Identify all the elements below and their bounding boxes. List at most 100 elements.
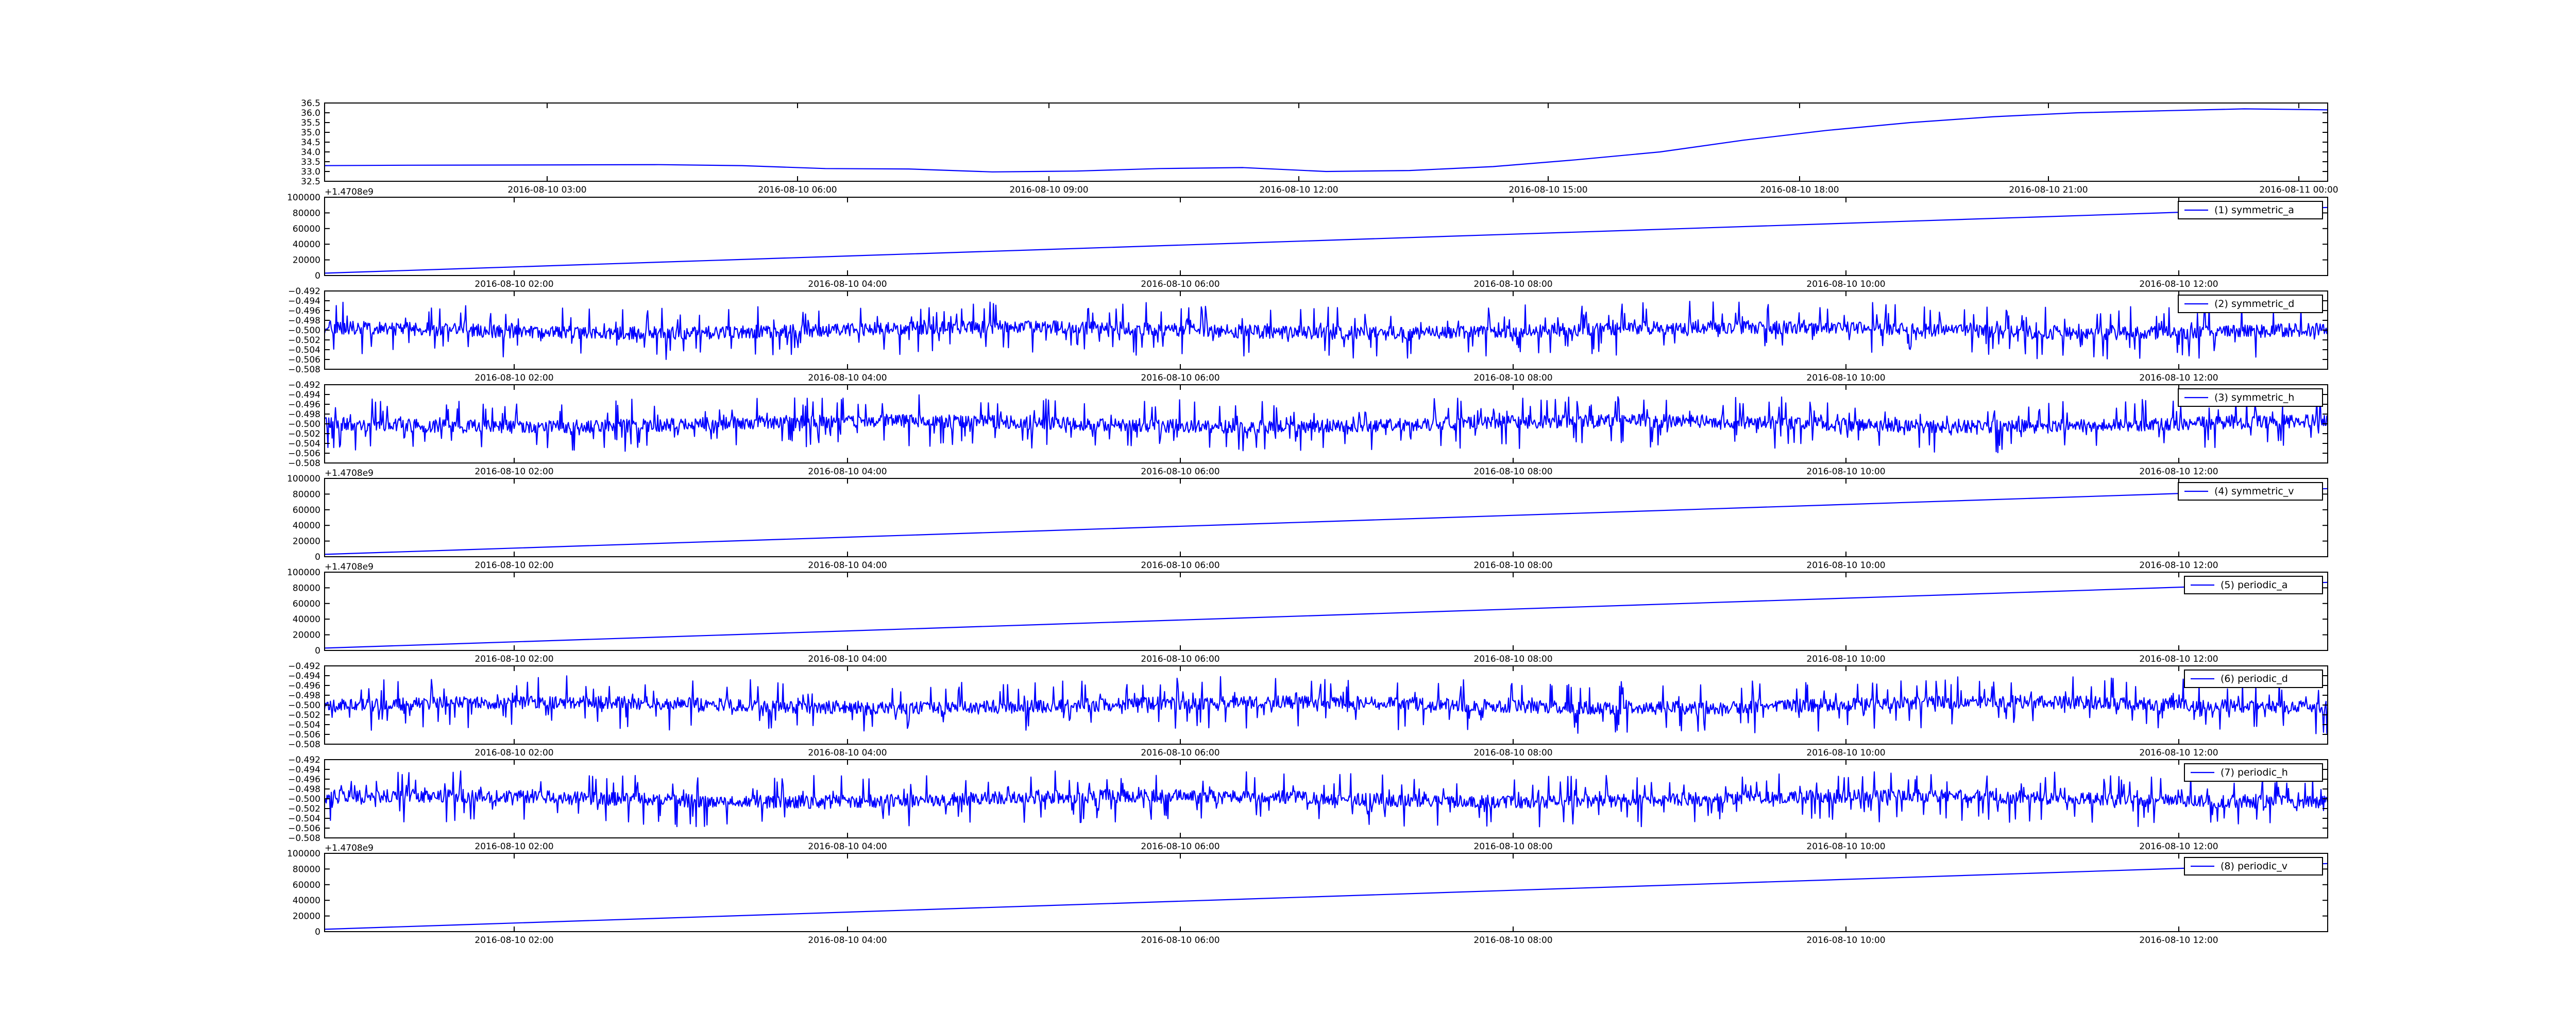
series-line-0 bbox=[324, 108, 2328, 173]
y-tick-label: −0.498 bbox=[288, 784, 320, 795]
x-tick-label: 2016-08-10 06:00 bbox=[1141, 560, 1219, 571]
y-tick-label: 35.0 bbox=[301, 128, 320, 138]
x-tick-label: 2016-08-10 15:00 bbox=[1509, 185, 1587, 195]
y-tick-label: −0.508 bbox=[288, 458, 320, 469]
y-tick-label: −0.504 bbox=[288, 814, 320, 824]
y-tick-label: −0.500 bbox=[288, 700, 320, 711]
y-tick-label: 34.0 bbox=[301, 147, 320, 158]
subplot-2: −0.508−0.506−0.504−0.502−0.500−0.498−0.4… bbox=[288, 286, 2329, 383]
x-tick-label: 2016-08-10 12:00 bbox=[2139, 935, 2218, 946]
x-tick-label: 2016-08-10 03:00 bbox=[507, 185, 586, 195]
y-tick-label: −0.498 bbox=[288, 409, 320, 420]
y-tick-label: 33.5 bbox=[301, 157, 320, 167]
y-tick-label: −0.496 bbox=[288, 775, 320, 785]
x-tick-label: 2016-08-10 08:00 bbox=[1473, 467, 1552, 477]
legend-label: (5) periodic_a bbox=[2221, 579, 2287, 591]
y-tick-label: −0.500 bbox=[288, 419, 320, 430]
x-tick-label: 2016-08-10 06:00 bbox=[1141, 654, 1219, 664]
y-tick-label: 20000 bbox=[293, 255, 320, 266]
y-tick-label: −0.504 bbox=[288, 439, 320, 449]
y-tick-label: 33.0 bbox=[301, 167, 320, 177]
y-tick-label: −0.496 bbox=[288, 400, 320, 410]
y-tick-label: −0.504 bbox=[288, 345, 320, 355]
x-tick-label: 2016-08-10 08:00 bbox=[1473, 279, 1552, 289]
x-tick-label: 2016-08-10 10:00 bbox=[1806, 842, 1885, 852]
y-tick-label: −0.500 bbox=[288, 325, 320, 336]
x-tick-label: 2016-08-10 04:00 bbox=[808, 373, 887, 383]
x-tick-label: 2016-08-10 10:00 bbox=[1806, 279, 1885, 289]
x-tick-label: 2016-08-10 10:00 bbox=[1806, 373, 1885, 383]
x-tick-label: 2016-08-10 12:00 bbox=[2139, 467, 2218, 477]
y-tick-label: 60000 bbox=[293, 505, 320, 516]
legend-label: (1) symmetric_a bbox=[2214, 204, 2294, 216]
y-tick-label: −0.502 bbox=[288, 710, 320, 720]
x-tick-label: 2016-08-10 12:00 bbox=[2139, 748, 2218, 758]
y-tick-label: 80000 bbox=[293, 864, 320, 874]
y-tick-label: −0.496 bbox=[288, 681, 320, 691]
subplot-7: −0.508−0.506−0.504−0.502−0.500−0.498−0.4… bbox=[288, 755, 2329, 852]
y-tick-label: 100000 bbox=[287, 849, 320, 859]
y-tick-label: 80000 bbox=[293, 208, 320, 218]
x-tick-label: 2016-08-10 06:00 bbox=[1141, 467, 1219, 477]
x-tick-label: 2016-08-10 02:00 bbox=[474, 373, 553, 383]
y-tick-label: 40000 bbox=[293, 896, 320, 906]
x-tick-label: 2016-08-10 08:00 bbox=[1473, 373, 1552, 383]
y-tick-label: 0 bbox=[315, 271, 320, 281]
x-tick-label: 2016-08-10 12:00 bbox=[2139, 279, 2218, 289]
subplot-1: 0 20000 40000 60000 80000 100000 2016-08-10 02… bbox=[287, 187, 2328, 289]
y-tick-label: 60000 bbox=[293, 599, 320, 609]
y-tick-label: 36.5 bbox=[301, 98, 320, 109]
x-tick-label: 2016-08-10 10:00 bbox=[1806, 654, 1885, 664]
series-line-8 bbox=[324, 863, 2328, 930]
x-tick-label: 2016-08-10 02:00 bbox=[474, 842, 553, 852]
x-tick-label: 2016-08-10 12:00 bbox=[2139, 842, 2218, 852]
y-tick-label: −0.492 bbox=[288, 380, 320, 390]
x-tick-label: 2016-08-10 02:00 bbox=[474, 935, 553, 946]
legend-label: (2) symmetric_d bbox=[2214, 298, 2294, 310]
x-tick-label: 2016-08-10 04:00 bbox=[808, 935, 887, 946]
axes-frame bbox=[324, 478, 2328, 557]
y-tick-label: −0.504 bbox=[288, 720, 320, 730]
y-tick-label: 20000 bbox=[293, 630, 320, 641]
axes-frame bbox=[324, 572, 2328, 651]
y-tick-label: −0.494 bbox=[288, 765, 320, 775]
x-tick-label: 2016-08-10 10:00 bbox=[1806, 935, 1885, 946]
subplot-5: 0 20000 40000 60000 80000 100000 2016-08-10 02… bbox=[287, 562, 2328, 664]
x-tick-label: 2016-08-11 00:00 bbox=[2259, 185, 2338, 195]
x-tick-label: 2016-08-10 06:00 bbox=[1141, 842, 1219, 852]
y-tick-label: −0.496 bbox=[288, 306, 320, 316]
y-tick-label: 34.5 bbox=[301, 138, 320, 148]
legend-label: (8) periodic_v bbox=[2221, 861, 2287, 872]
x-tick-label: 2016-08-10 08:00 bbox=[1473, 654, 1552, 664]
subplot-4: 0 20000 40000 60000 80000 100000 2016-08-10 02… bbox=[287, 468, 2328, 571]
series-line-2 bbox=[324, 301, 2329, 360]
series-line-5 bbox=[324, 581, 2328, 649]
legend: (2) symmetric_d bbox=[2178, 295, 2323, 313]
y-tick-label: −0.506 bbox=[288, 449, 320, 459]
y-tick-label: 20000 bbox=[293, 537, 320, 547]
series-line-3 bbox=[324, 394, 2329, 454]
y-tick-label: −0.502 bbox=[288, 804, 320, 814]
y-tick-label: 20000 bbox=[293, 912, 320, 922]
y-tick-label: 0 bbox=[315, 646, 320, 656]
y-tick-label: −0.494 bbox=[288, 296, 320, 306]
y-tick-label: 80000 bbox=[293, 583, 320, 593]
y-tick-label: −0.506 bbox=[288, 823, 320, 834]
legend: (5) periodic_a bbox=[2184, 576, 2323, 594]
x-tick-label: 2016-08-10 21:00 bbox=[2009, 185, 2088, 195]
x-tick-label: 2016-08-10 18:00 bbox=[1760, 185, 1839, 195]
x-tick-label: 2016-08-10 08:00 bbox=[1473, 935, 1552, 946]
y-tick-label: −0.492 bbox=[288, 286, 320, 297]
y-tick-label: 0 bbox=[315, 552, 320, 562]
legend: (6) periodic_d bbox=[2184, 670, 2323, 688]
y-tick-label: −0.500 bbox=[288, 794, 320, 804]
y-tick-label: −0.494 bbox=[288, 390, 320, 400]
offset-label: +1.4708e9 bbox=[325, 187, 374, 197]
y-tick-label: 100000 bbox=[287, 193, 320, 203]
subplot-6: −0.508−0.506−0.504−0.502−0.500−0.498−0.4… bbox=[288, 661, 2329, 758]
legend: (8) periodic_v bbox=[2184, 857, 2323, 876]
x-tick-label: 2016-08-10 10:00 bbox=[1806, 560, 1885, 571]
legend-label: (7) periodic_h bbox=[2221, 767, 2288, 778]
y-tick-label: 60000 bbox=[293, 880, 320, 890]
